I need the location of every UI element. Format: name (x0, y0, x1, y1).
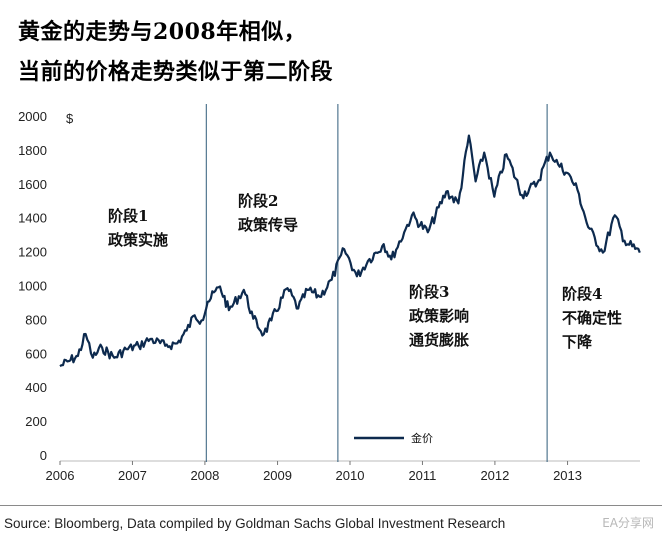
x-tick-label: 2012 (480, 468, 509, 483)
legend-label: 金价 (411, 431, 433, 445)
y-tick-label: 1600 (18, 177, 47, 192)
y-tick-label: 1200 (18, 245, 47, 260)
phase-label: 阶段4 (562, 285, 602, 303)
x-tick-label: 2013 (553, 468, 582, 483)
x-tick-label: 2007 (118, 468, 147, 483)
phase-label: 不确定性 (562, 309, 622, 327)
phase-label: 阶段2 (238, 192, 278, 210)
phase-label: 阶段3 (409, 283, 449, 301)
y-tick-label: 1800 (18, 143, 47, 158)
gold-price-line (59, 134, 641, 368)
watermark: EA分享网 (602, 516, 654, 530)
y-tick-label: 200 (25, 414, 47, 429)
chart-title-line-1: 黄金的走势与2008年相似， (18, 19, 307, 45)
y-tick-label: 600 (25, 346, 47, 361)
chart-title-line-2: 当前的价格走势类似于第二阶段 (18, 59, 334, 85)
x-tick-label: 2006 (46, 468, 75, 483)
y-tick-label: 0 (40, 448, 47, 463)
x-tick-label: 2009 (263, 468, 292, 483)
phase-label: 政策实施 (108, 231, 168, 249)
phase-label: 政策影响 (409, 307, 469, 325)
phase-label: 下降 (562, 333, 593, 351)
y-tick-label: 2000 (18, 109, 47, 124)
phase-label: 阶段1 (108, 207, 148, 225)
x-tick-label: 2011 (408, 468, 436, 483)
source-note: Source: Bloomberg, Data compiled by Gold… (4, 516, 506, 531)
x-tick-label: 2010 (336, 468, 365, 483)
source-divider (0, 505, 662, 506)
y-tick-label: 800 (25, 312, 47, 327)
phase-label: 通货膨胀 (409, 331, 469, 349)
y-tick-label: 1000 (18, 279, 47, 294)
y-axis-unit: $ (66, 111, 74, 126)
y-tick-label: 1400 (18, 211, 47, 226)
y-tick-label: 400 (25, 380, 47, 395)
x-tick-label: 2008 (190, 468, 219, 483)
phase-label: 政策传导 (238, 216, 298, 234)
